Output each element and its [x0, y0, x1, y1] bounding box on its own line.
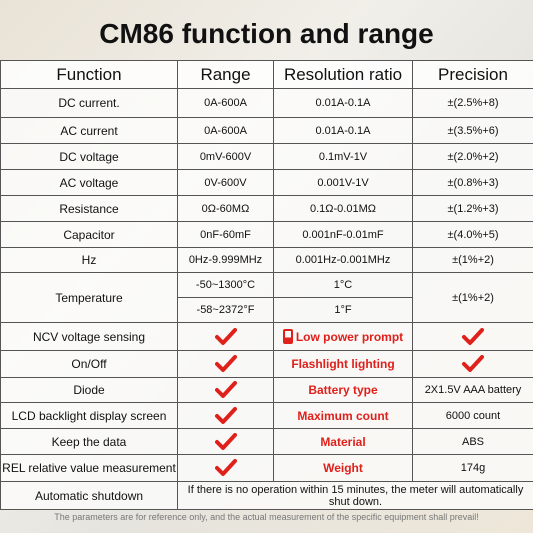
header-cell: Function — [0, 60, 178, 89]
table-cell: 0.001nF-0.01mF — [273, 221, 413, 248]
check-icon — [462, 355, 484, 372]
function-cell: REL relative value measurement — [0, 454, 178, 482]
check-icon — [214, 355, 237, 372]
function-cell: NCV voltage sensing — [0, 322, 178, 351]
table-cell: 6000 count — [412, 402, 533, 429]
function-cell: Diode — [0, 377, 178, 403]
check-icon — [214, 381, 237, 398]
check-icon — [462, 327, 484, 345]
table-cell: 0.1mV-1V — [273, 143, 413, 170]
table-cell: ABS — [412, 428, 533, 455]
function-cell: Temperature — [0, 272, 178, 323]
table-cell: ±(1%+2) — [412, 247, 533, 273]
feature-cell: Low power prompt — [273, 322, 413, 351]
check-icon — [214, 327, 237, 345]
table-cell: 0nF-60mF — [177, 221, 274, 248]
table-cell: 0Ω-60MΩ — [177, 195, 274, 222]
check-icon — [214, 406, 237, 424]
feature-name: Material — [320, 434, 366, 449]
check-cell — [177, 428, 274, 455]
check-icon — [214, 432, 237, 450]
check-cell — [177, 322, 274, 351]
function-cell: Keep the data — [0, 428, 178, 455]
battery-icon — [282, 329, 293, 344]
function-cell: On/Off — [0, 350, 178, 378]
table-cell: 0.001Hz-0.001MHz — [273, 247, 413, 273]
check-cell — [177, 350, 274, 378]
function-cell: AC current — [0, 117, 178, 144]
check-icon — [214, 459, 237, 476]
function-cell: Automatic shutdown — [0, 481, 178, 510]
note-cell: If there is no operation within 15 minut… — [177, 481, 533, 510]
check-cell — [177, 402, 274, 429]
check-cell — [177, 454, 274, 482]
feature-cell: Material — [273, 428, 413, 455]
check-cell — [177, 377, 274, 403]
table-cell: 0.001V-1V — [273, 169, 413, 196]
function-cell: AC voltage — [0, 169, 178, 196]
table-cell: 0.1Ω-0.01MΩ — [273, 195, 413, 222]
table-cell: ±(1.2%+3) — [412, 195, 533, 222]
table-cell: 1°C — [273, 272, 413, 298]
function-cell: LCD backlight display screen — [0, 402, 178, 429]
table-cell: ±(0.8%+3) — [412, 169, 533, 196]
table-cell: ±(2.5%+8) — [412, 88, 533, 118]
table-cell: -50~1300°C — [177, 272, 274, 298]
feature-cell: Weight — [273, 454, 413, 482]
table-cell: -58~2372°F — [177, 297, 274, 323]
feature-cell: Flashlight lighting — [273, 350, 413, 378]
check-cell — [412, 322, 533, 351]
table-cell: ±(3.5%+6) — [412, 117, 533, 144]
table-cell: ±(4.0%+5) — [412, 221, 533, 248]
header-cell: Resolution ratio — [273, 60, 413, 89]
table-cell: ±(2.0%+2) — [412, 143, 533, 170]
footnote: The parameters are for reference only, a… — [54, 512, 479, 522]
header-cell: Precision — [412, 60, 533, 89]
check-cell — [412, 350, 533, 378]
table-cell: 0.01A-0.1A — [273, 117, 413, 144]
table-cell: 1°F — [273, 297, 413, 323]
feature-name: Weight — [323, 461, 363, 475]
feature-name: Maximum count — [297, 408, 389, 423]
table-cell: 2X1.5V AAA battery — [412, 377, 533, 403]
header-cell: Range — [177, 60, 274, 89]
table-cell: ±(1%+2) — [412, 272, 533, 323]
table-cell: 0Hz-9.999MHz — [177, 247, 274, 273]
feature-name: Battery type — [308, 383, 378, 397]
feature-name: Low power prompt — [295, 329, 404, 344]
function-cell: Hz — [0, 247, 178, 273]
table-cell: 174g — [412, 454, 533, 482]
function-cell: Capacitor — [0, 221, 178, 248]
function-cell: DC current. — [0, 88, 178, 118]
feature-cell: Battery type — [273, 377, 413, 403]
feature-cell: Maximum count — [273, 402, 413, 429]
title: CM86 function and range — [99, 18, 434, 49]
table-cell: 0.01A-0.1A — [273, 88, 413, 118]
feature-name: Flashlight lighting — [291, 357, 395, 371]
function-cell: Resistance — [0, 195, 178, 222]
table-cell: 0V-600V — [177, 169, 274, 196]
table-cell: 0A-600A — [177, 117, 274, 144]
table-cell: 0A-600A — [177, 88, 274, 118]
table-cell: 0mV-600V — [177, 143, 274, 170]
function-cell: DC voltage — [0, 143, 178, 170]
